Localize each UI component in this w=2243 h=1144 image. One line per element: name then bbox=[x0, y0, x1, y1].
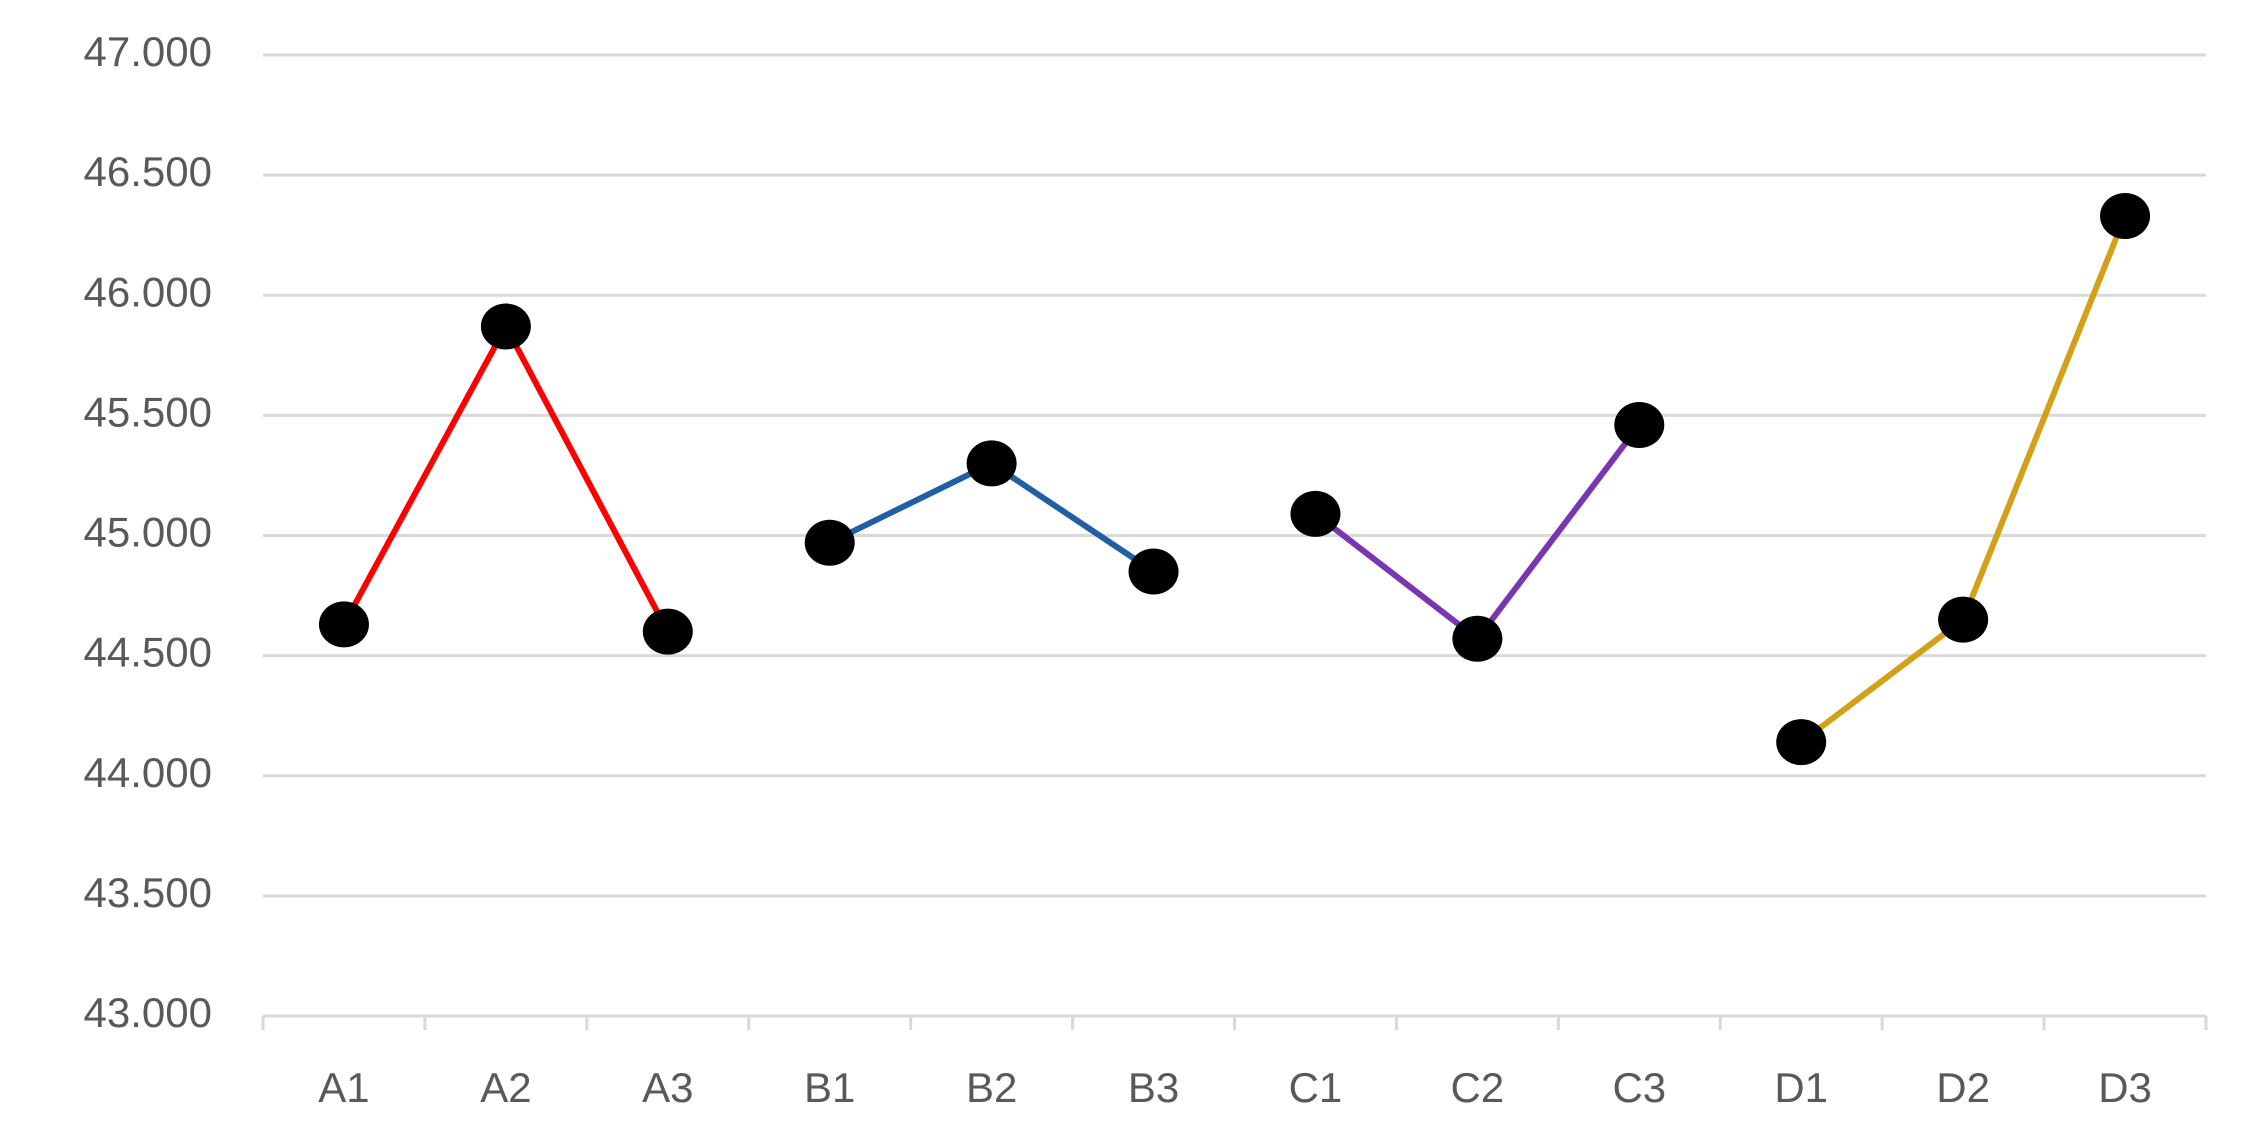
x-tick-label: B2 bbox=[966, 1064, 1017, 1111]
y-tick-label: 47.000 bbox=[84, 28, 212, 75]
point-marker bbox=[480, 303, 531, 350]
x-tick-label: B3 bbox=[1128, 1064, 1179, 1111]
x-tick-label: A2 bbox=[480, 1064, 531, 1111]
point-marker bbox=[642, 608, 693, 655]
x-tick-label: C3 bbox=[1612, 1064, 1666, 1111]
y-tick-label: 44.500 bbox=[84, 629, 212, 676]
point-marker bbox=[2100, 192, 2151, 239]
point-marker bbox=[1614, 401, 1665, 448]
y-tick-label: 46.000 bbox=[84, 268, 212, 315]
y-tick-label: 46.500 bbox=[84, 148, 212, 195]
point-marker bbox=[966, 440, 1017, 487]
point-marker bbox=[1776, 719, 1827, 766]
point-marker bbox=[1938, 596, 1989, 643]
point-marker bbox=[318, 601, 369, 648]
y-tick-label: 43.500 bbox=[84, 869, 212, 916]
x-tick-label: D3 bbox=[2098, 1064, 2152, 1111]
series-line bbox=[341, 320, 671, 634]
x-tick-label: C1 bbox=[1289, 1064, 1343, 1111]
x-tick-label: B1 bbox=[804, 1064, 855, 1111]
point-marker bbox=[1128, 548, 1179, 595]
x-tick-label: A1 bbox=[318, 1064, 369, 1111]
y-tick-label: 45.500 bbox=[84, 388, 212, 435]
series-line bbox=[1313, 423, 1642, 644]
point-marker bbox=[1452, 615, 1503, 662]
y-tick-label: 45.000 bbox=[84, 509, 212, 556]
x-tick-label: A3 bbox=[642, 1064, 693, 1111]
y-tick-label: 43.000 bbox=[84, 989, 212, 1036]
point-marker bbox=[1290, 490, 1341, 537]
x-tick-label: D1 bbox=[1774, 1064, 1828, 1111]
point-marker bbox=[804, 519, 855, 566]
y-tick-label: 44.000 bbox=[84, 749, 212, 796]
x-tick-label: C2 bbox=[1451, 1064, 1505, 1111]
x-tick-label: D2 bbox=[1936, 1064, 1990, 1111]
